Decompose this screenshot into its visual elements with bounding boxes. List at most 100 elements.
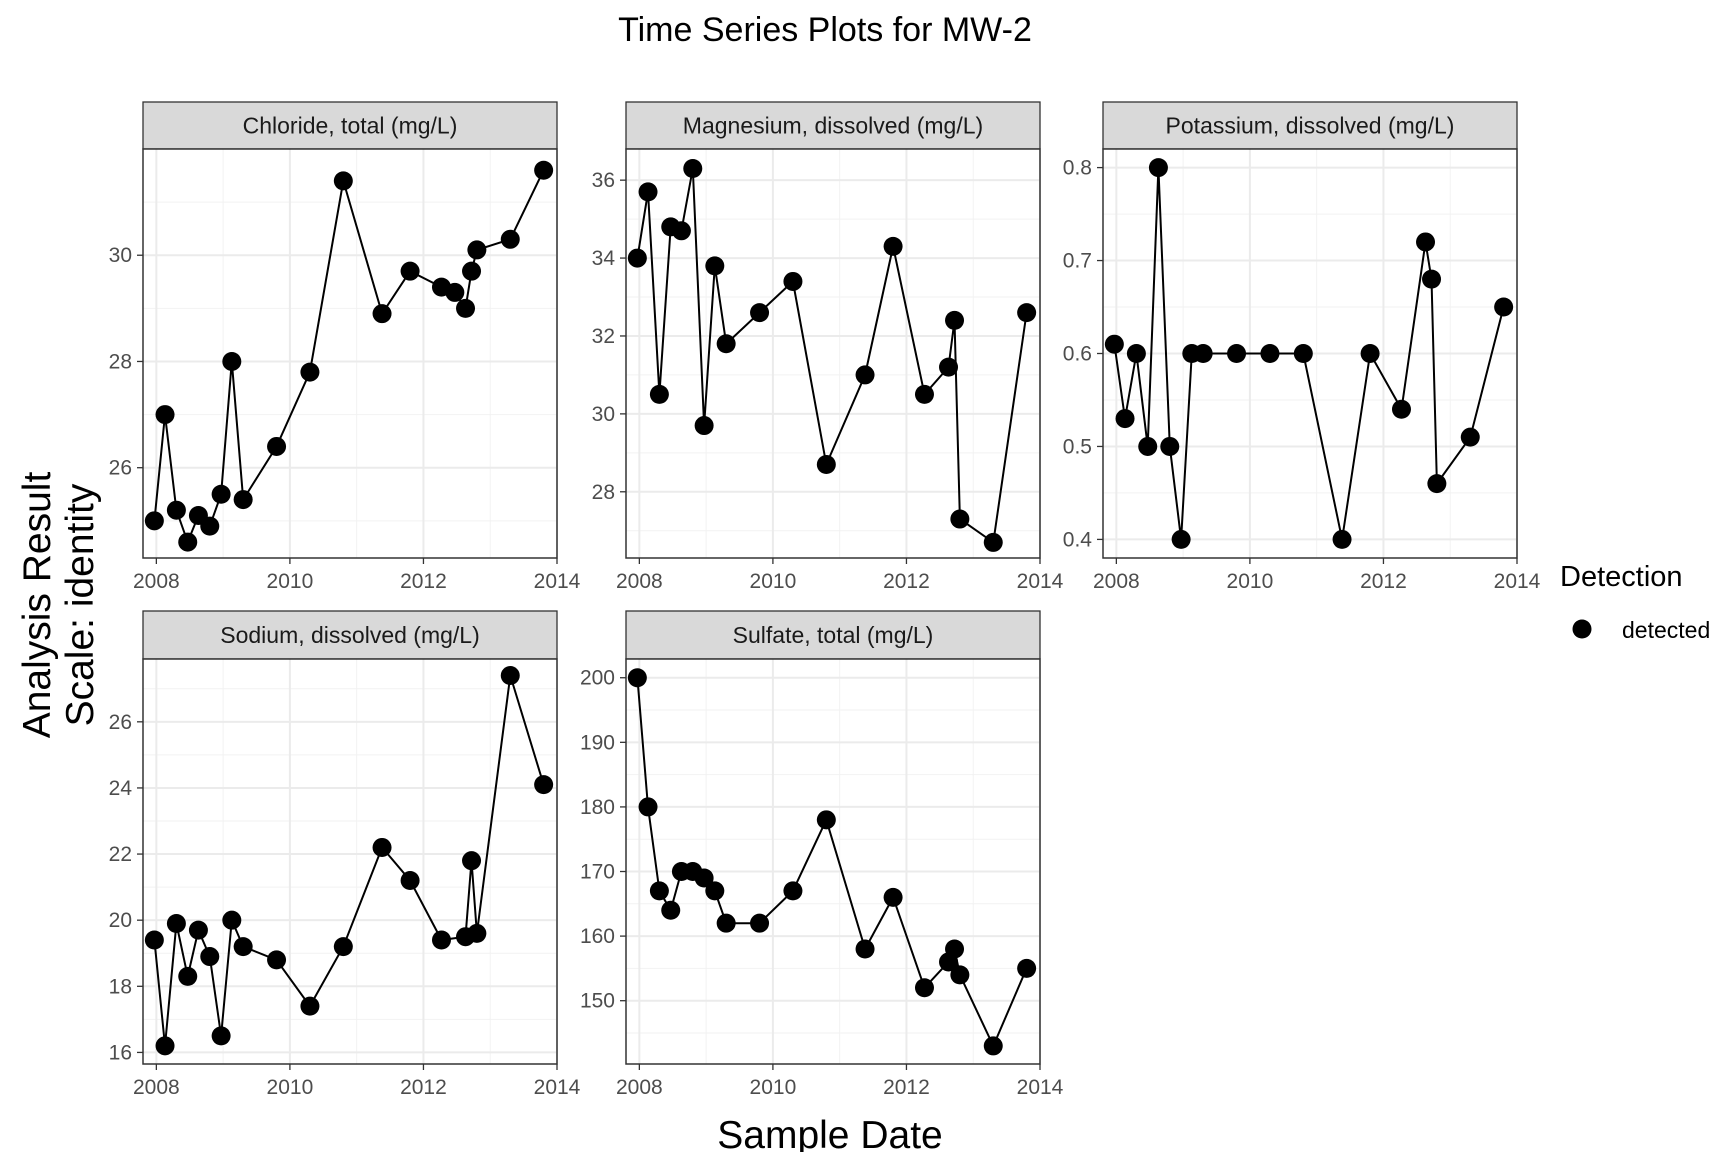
data-point — [627, 248, 647, 268]
data-point — [1126, 344, 1146, 363]
data-point — [178, 966, 198, 986]
strip-box — [142, 610, 558, 660]
panel-2: Potassium, dissolved (mg/L) 2008 2010 2012 2… — [1063, 101, 1541, 593]
data-point — [816, 455, 836, 475]
data-point — [694, 868, 714, 888]
data-point — [372, 304, 392, 324]
legend-title: Detection — [1560, 561, 1683, 593]
data-point — [1104, 334, 1124, 354]
data-point — [233, 937, 253, 957]
data-point — [750, 303, 770, 323]
strip-box — [625, 610, 1041, 660]
y-tick-label: 28 — [109, 350, 132, 373]
strip-label: Potassium, dissolved (mg/L) — [1166, 113, 1455, 139]
data-point — [200, 516, 220, 536]
data-point — [705, 881, 725, 901]
data-point — [638, 182, 658, 202]
x-tick-label: 2014 — [1017, 1076, 1064, 1099]
panels: Chloride, total (mg/L) 2008 2010 2012 2014 26… — [109, 101, 1541, 1099]
data-point — [983, 532, 1003, 552]
data-point — [1160, 436, 1180, 456]
x-tick-label: 2014 — [534, 570, 581, 593]
x-tick-label: 2012 — [883, 570, 930, 593]
data-point — [883, 887, 903, 907]
data-point — [222, 910, 242, 930]
panel-0: Chloride, total (mg/L) 2008 2010 2012 2014 26… — [109, 101, 581, 593]
x-tick-label: 2008 — [616, 570, 663, 593]
x-tick-label: 2012 — [400, 1076, 447, 1099]
x-tick-label: 2014 — [534, 1076, 581, 1099]
data-point — [1138, 436, 1158, 456]
x-tick-label: 2012 — [883, 1076, 930, 1099]
data-point — [155, 405, 175, 425]
data-point — [1293, 344, 1313, 363]
y-tick-label: 22 — [109, 843, 132, 866]
data-point — [783, 271, 803, 291]
y-axis-title-line2: Scale: identity — [59, 483, 102, 726]
strip-label: Magnesium, dissolved (mg/L) — [683, 113, 983, 139]
strip-label: Chloride, total (mg/L) — [243, 113, 458, 139]
data-point — [211, 1026, 231, 1046]
panel-background — [626, 149, 1040, 558]
x-tick-label: 2008 — [133, 570, 180, 593]
y-tick-label: 0.4 — [1063, 528, 1093, 551]
data-point — [914, 978, 934, 998]
data-point — [1193, 344, 1213, 363]
y-tick-label: 0.5 — [1063, 435, 1092, 458]
panel-3: Sodium, dissolved (mg/L) 2008 2010 2012 2014… — [109, 610, 581, 1099]
panel-background — [626, 659, 1040, 1064]
legend-key-detected — [1572, 619, 1592, 639]
data-point — [333, 171, 353, 191]
data-point — [1260, 344, 1280, 363]
y-tick-label: 150 — [580, 990, 615, 1013]
y-tick-label: 28 — [592, 481, 615, 504]
y-tick-label: 26 — [109, 457, 132, 480]
data-point — [1115, 409, 1135, 429]
panel-border — [142, 658, 558, 1065]
y-tick-label: 30 — [109, 244, 132, 267]
data-point — [445, 282, 465, 302]
y-tick-label: 0.8 — [1063, 157, 1092, 180]
data-point — [372, 837, 392, 857]
panel-background — [143, 659, 557, 1064]
data-point — [627, 668, 647, 688]
x-tick-label: 2010 — [267, 1076, 314, 1099]
data-point — [939, 357, 959, 377]
data-point — [750, 913, 770, 933]
data-point — [166, 500, 186, 520]
legend-label-detected: detected — [1622, 617, 1710, 643]
data-point — [166, 913, 186, 933]
y-tick-label: 30 — [592, 403, 615, 426]
data-point — [467, 923, 487, 943]
chart-title: Time Series Plots for MW-2 — [618, 11, 1032, 49]
x-tick-label: 2010 — [750, 570, 797, 593]
strip-box — [625, 101, 1041, 150]
data-point — [1427, 474, 1447, 494]
data-point — [534, 775, 554, 795]
data-point — [178, 532, 198, 552]
data-point — [211, 484, 231, 504]
panel-border — [142, 148, 558, 559]
data-point — [716, 334, 736, 354]
panel-background — [143, 149, 557, 558]
panel-4: Sulfate, total (mg/L) 2008 2010 2012 2014 150… — [580, 610, 1064, 1099]
y-tick-label: 180 — [580, 796, 615, 819]
data-point — [1360, 344, 1380, 363]
x-tick-label: 2014 — [1017, 570, 1064, 593]
data-point — [914, 384, 934, 404]
data-point — [855, 939, 875, 959]
strip-box — [1102, 101, 1518, 150]
data-point — [945, 310, 965, 330]
y-axis-title-line1: Analysis Result — [16, 472, 59, 739]
data-point — [1422, 269, 1442, 289]
y-tick-label: 20 — [109, 909, 132, 932]
x-tick-label: 2010 — [750, 1076, 797, 1099]
data-point — [456, 298, 476, 318]
data-point — [649, 384, 669, 404]
data-point — [649, 881, 669, 901]
x-tick-label: 2010 — [267, 570, 314, 593]
data-point — [950, 509, 970, 529]
data-point — [534, 160, 554, 180]
data-point — [1227, 344, 1247, 363]
